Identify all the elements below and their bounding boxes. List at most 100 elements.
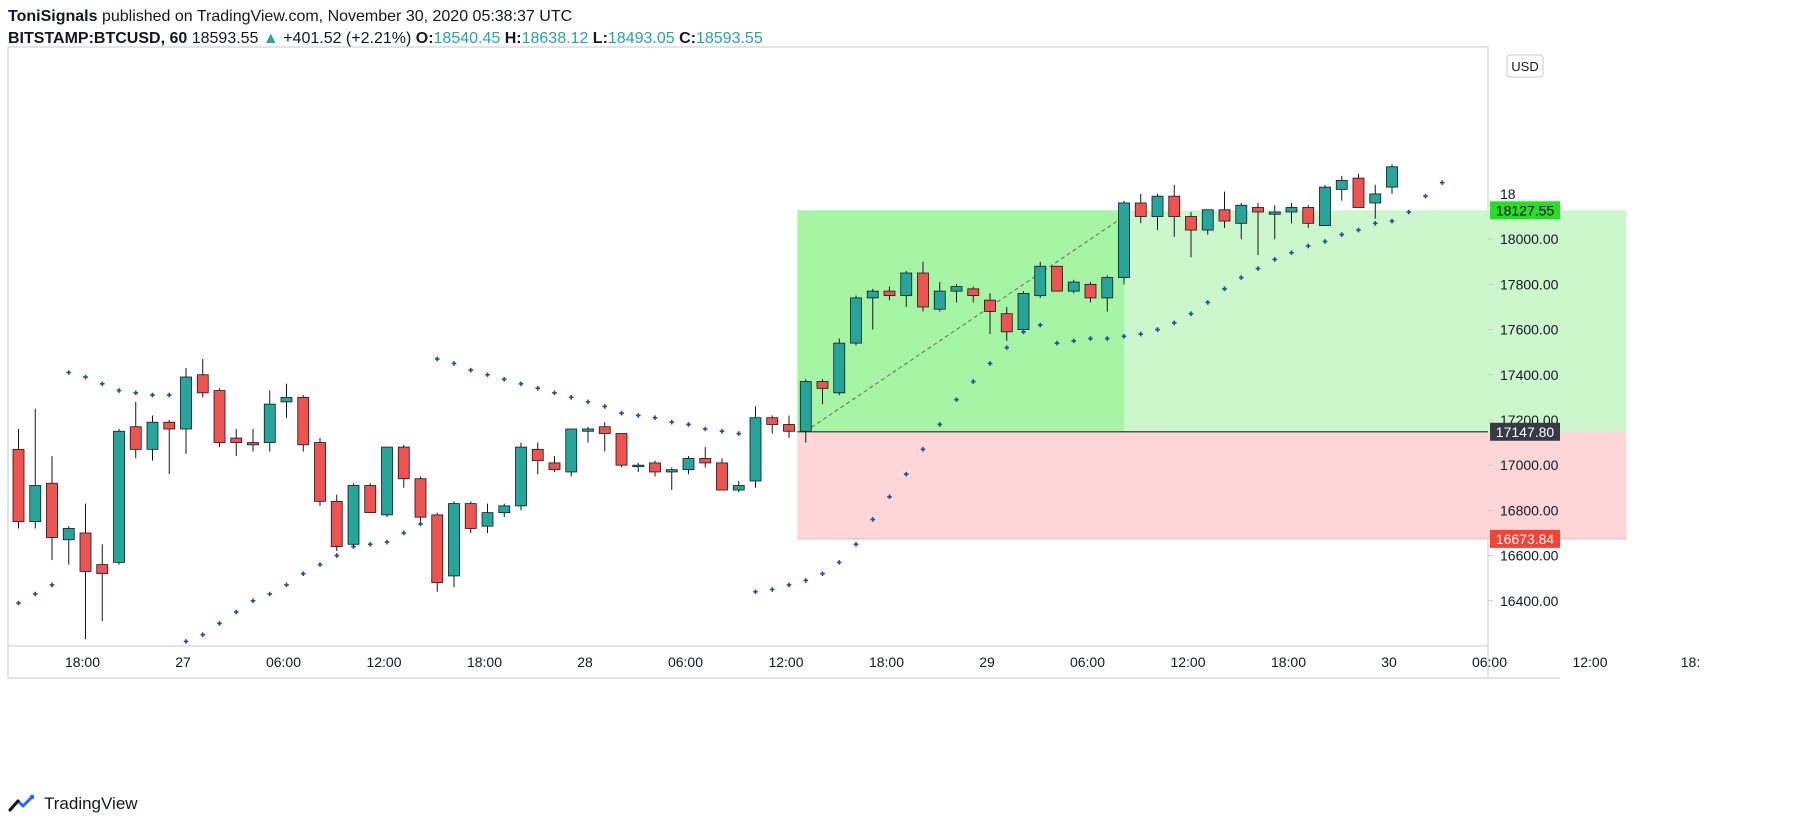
candle-body[interactable] (917, 272, 929, 308)
candle-body[interactable] (29, 485, 42, 523)
candle-body[interactable] (649, 462, 661, 473)
candle-body[interactable] (716, 462, 728, 491)
tradingview-logo-icon[interactable] (8, 794, 38, 814)
candle-body[interactable] (766, 417, 779, 425)
candle-body[interactable] (481, 512, 494, 527)
candle-body[interactable] (1034, 265, 1047, 297)
candle-body[interactable] (850, 297, 862, 344)
candle-body[interactable] (900, 272, 913, 297)
candle-body[interactable] (1151, 195, 1164, 217)
candle-body[interactable] (1101, 277, 1114, 299)
candle-body[interactable] (515, 446, 527, 507)
candle-body[interactable] (12, 448, 25, 523)
candle-body[interactable] (950, 286, 963, 292)
candle-body[interactable] (330, 500, 343, 547)
candle-body[interactable] (1201, 209, 1214, 231)
candle-body[interactable] (297, 396, 310, 446)
candle-body[interactable] (180, 376, 192, 430)
candle-body[interactable] (1185, 216, 1197, 231)
psar-dot (434, 356, 440, 362)
stop-zone[interactable] (797, 431, 1627, 539)
candle-body[interactable] (146, 421, 159, 450)
candle-body[interactable] (866, 290, 879, 299)
currency-button[interactable] (1506, 54, 1544, 78)
candle-body[interactable] (615, 433, 628, 466)
candle-body[interactable] (1285, 207, 1298, 213)
candle-body[interactable] (732, 485, 745, 491)
candle-body[interactable] (1335, 179, 1348, 190)
candle-body[interactable] (749, 417, 762, 482)
candle-body[interactable] (314, 442, 326, 502)
candle-body[interactable] (79, 532, 92, 572)
candle-body[interactable] (498, 505, 511, 514)
candle-body[interactable] (984, 299, 996, 312)
footer-brand[interactable]: TradingView (44, 794, 138, 813)
psar-dot (418, 521, 423, 527)
candle-body[interactable] (1168, 195, 1181, 217)
candle-body[interactable] (883, 290, 896, 297)
candle-body[interactable] (263, 403, 276, 443)
candle-body[interactable] (381, 446, 393, 516)
candle-body[interactable] (62, 528, 75, 541)
candle-body[interactable] (213, 390, 226, 443)
candle-body[interactable] (531, 448, 544, 462)
candle-body[interactable] (1268, 211, 1281, 215)
last-price: 18593.55 (191, 30, 259, 47)
candle-body[interactable] (196, 374, 209, 394)
candle-body[interactable] (799, 381, 812, 432)
candle-body[interactable] (414, 478, 427, 518)
target-zone-filled[interactable] (797, 210, 1124, 432)
candle-body[interactable] (548, 462, 561, 471)
candle-body[interactable] (1017, 292, 1030, 330)
candle-body[interactable] (1369, 193, 1382, 204)
candle-body[interactable] (682, 457, 695, 471)
candle-body[interactable] (783, 424, 795, 432)
price-change: +401.52 (+2.21%) (283, 30, 412, 47)
candle-body[interactable] (163, 421, 176, 430)
candle-body[interactable] (464, 503, 477, 529)
candle-body[interactable] (431, 514, 444, 584)
y-tick-label: 16400.00 (1500, 593, 1559, 609)
candle-body[interactable] (1252, 207, 1264, 213)
candle-body[interactable] (1000, 313, 1013, 333)
candle-body[interactable] (247, 442, 259, 446)
candle-body[interactable] (816, 381, 829, 389)
candle-body[interactable] (280, 396, 293, 403)
candle-body[interactable] (230, 437, 243, 443)
candle-body[interactable] (113, 430, 125, 563)
candle-body[interactable] (632, 464, 645, 468)
author-name[interactable]: ToniSignals (8, 8, 98, 25)
candle-body[interactable] (46, 482, 58, 538)
candle-body[interactable] (699, 457, 712, 464)
candle-body[interactable] (665, 469, 678, 473)
candle-body[interactable] (967, 288, 980, 297)
candle-body[interactable] (1352, 177, 1365, 208)
candle-body[interactable] (598, 426, 611, 434)
candle-body[interactable] (1084, 283, 1097, 299)
candle-body[interactable] (1218, 209, 1231, 222)
candle-body[interactable] (1319, 186, 1331, 226)
candle-body[interactable] (1067, 281, 1080, 292)
candle-body[interactable] (565, 428, 578, 473)
currency-button-label[interactable]: USD (1511, 59, 1538, 74)
candle-body[interactable] (448, 503, 460, 577)
candle-body[interactable] (96, 564, 109, 575)
candle-body[interactable] (1302, 207, 1315, 224)
candle-body[interactable] (1051, 265, 1063, 292)
candle-body[interactable] (833, 342, 846, 394)
psar-dot (1155, 327, 1160, 332)
candle-body[interactable] (397, 446, 410, 480)
candle-body[interactable] (1134, 202, 1147, 217)
candle-body[interactable] (1118, 202, 1130, 278)
candle-body[interactable] (1386, 166, 1398, 188)
candle-body[interactable] (129, 426, 142, 450)
psar-dot (99, 381, 105, 387)
y-tick-label: 16600.00 (1500, 548, 1559, 564)
candle-body[interactable] (1235, 204, 1248, 224)
candle-body[interactable] (364, 485, 377, 514)
candle-body[interactable] (933, 290, 946, 310)
candle-body[interactable] (347, 485, 360, 545)
candle-body[interactable] (582, 428, 594, 432)
